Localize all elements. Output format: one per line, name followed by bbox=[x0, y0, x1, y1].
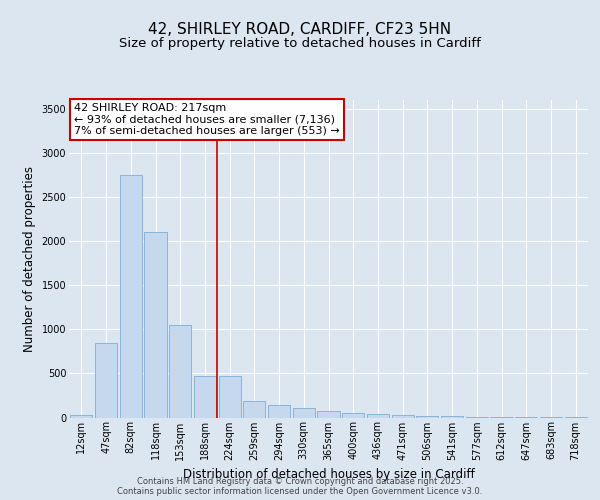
Text: 42, SHIRLEY ROAD, CARDIFF, CF23 5HN: 42, SHIRLEY ROAD, CARDIFF, CF23 5HN bbox=[148, 22, 452, 38]
Bar bbox=[218, 376, 241, 418]
X-axis label: Distribution of detached houses by size in Cardiff: Distribution of detached houses by size … bbox=[182, 468, 475, 481]
Bar bbox=[367, 414, 389, 418]
Text: 42 SHIRLEY ROAD: 217sqm
← 93% of detached houses are smaller (7,136)
7% of semi-: 42 SHIRLEY ROAD: 217sqm ← 93% of detache… bbox=[74, 103, 340, 136]
Bar bbox=[342, 412, 364, 418]
Bar bbox=[392, 415, 414, 418]
Bar bbox=[466, 417, 488, 418]
Bar bbox=[317, 411, 340, 418]
Bar bbox=[145, 232, 167, 418]
Text: Contains HM Land Registry data © Crown copyright and database right 2025.: Contains HM Land Registry data © Crown c… bbox=[137, 476, 463, 486]
Bar bbox=[416, 416, 439, 418]
Bar bbox=[194, 376, 216, 418]
Bar bbox=[268, 404, 290, 417]
Bar bbox=[441, 416, 463, 418]
Text: Contains public sector information licensed under the Open Government Licence v3: Contains public sector information licen… bbox=[118, 486, 482, 496]
Bar bbox=[169, 325, 191, 418]
Y-axis label: Number of detached properties: Number of detached properties bbox=[23, 166, 36, 352]
Bar bbox=[95, 342, 117, 417]
Text: Size of property relative to detached houses in Cardiff: Size of property relative to detached ho… bbox=[119, 38, 481, 51]
Bar bbox=[119, 175, 142, 418]
Bar bbox=[243, 400, 265, 417]
Bar bbox=[70, 415, 92, 418]
Bar bbox=[293, 408, 315, 418]
